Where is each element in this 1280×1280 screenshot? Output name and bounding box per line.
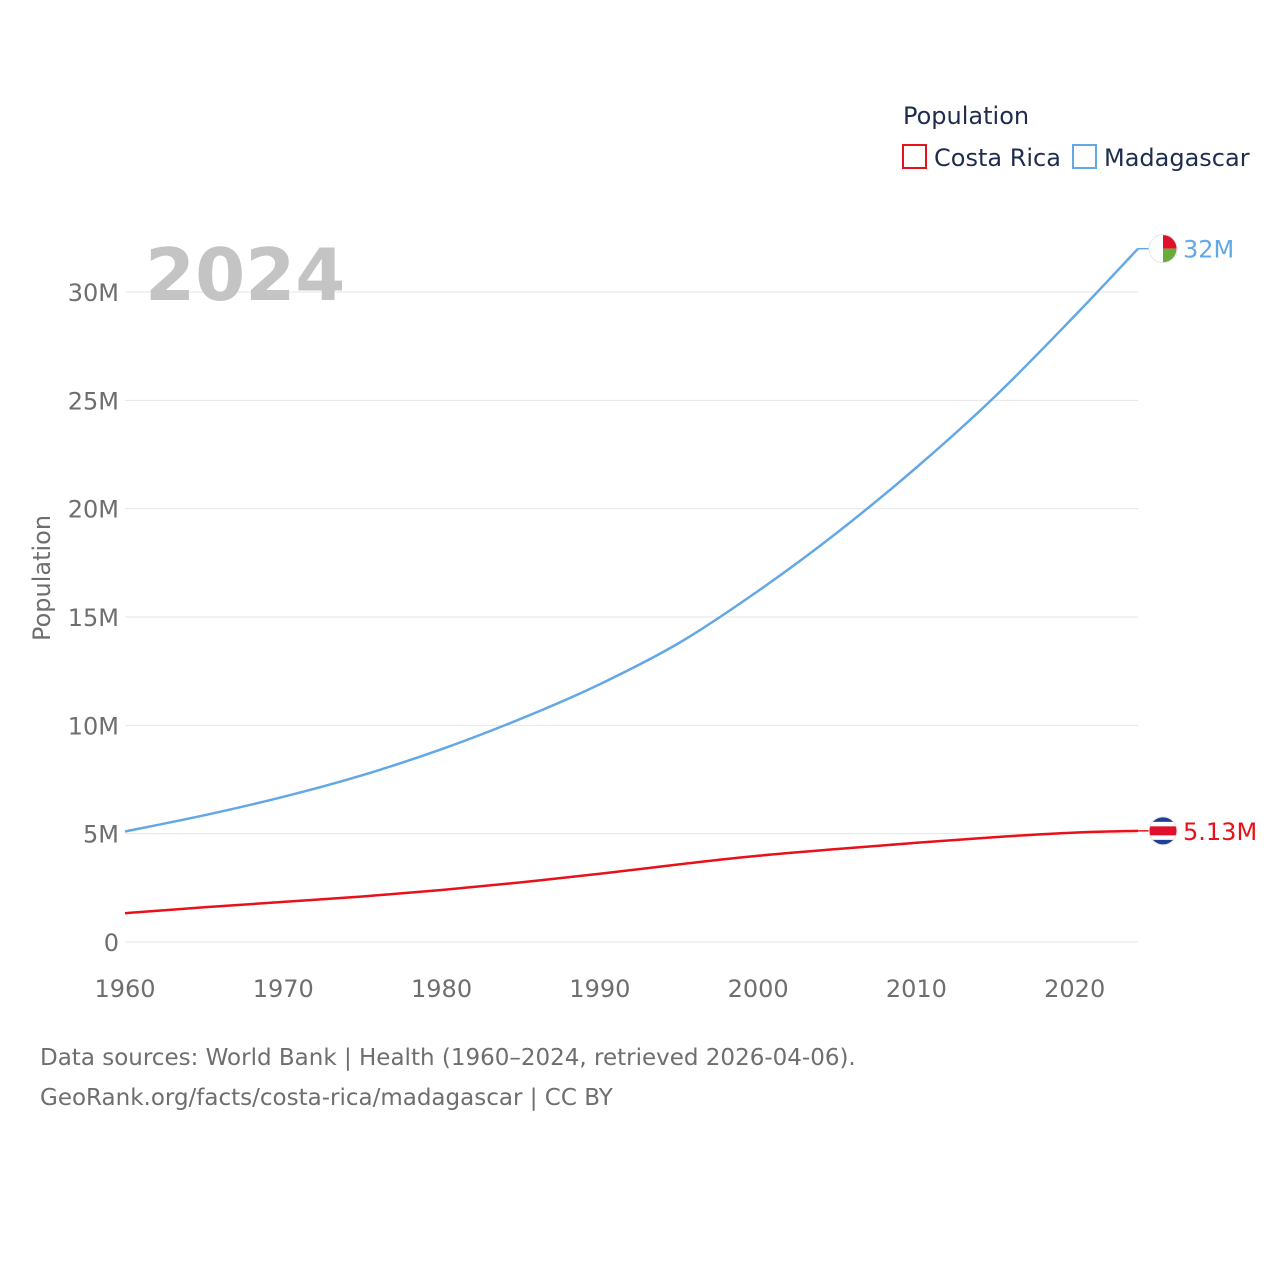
- y-tick-label: 20M: [68, 496, 119, 524]
- x-tick-label: 2020: [1044, 975, 1105, 1003]
- series-line-costa-rica: [124, 829, 1139, 915]
- legend-label-madagascar: Madagascar: [1104, 144, 1250, 172]
- grid-lines: [125, 291, 1138, 943]
- legend-item-costa-rica[interactable]: Costa Rica: [902, 144, 1061, 172]
- y-axis-ticks: 0 5M 10M 15M 20M 25M 30M: [68, 279, 119, 957]
- y-tick-label: 5M: [83, 821, 119, 849]
- legend-title: Population: [903, 102, 1029, 130]
- y-tick-label: 15M: [68, 604, 119, 632]
- legend-swatch-costa-rica: [902, 144, 927, 169]
- end-markers: 5.13M 32M: [1138, 234, 1257, 846]
- x-tick-label: 1990: [569, 975, 630, 1003]
- x-tick-label: 2010: [886, 975, 947, 1003]
- series-line-madagascar: [124, 247, 1139, 833]
- legend-label-costa-rica: Costa Rica: [934, 144, 1061, 172]
- y-axis-title: Population: [28, 515, 56, 641]
- x-tick-label: 2000: [728, 975, 789, 1003]
- end-label-costa-rica: 5.13M: [1183, 818, 1257, 846]
- legend: Population Costa Rica Madagascar: [902, 102, 1250, 172]
- legend-item-madagascar[interactable]: Madagascar: [1072, 144, 1250, 172]
- y-tick-label: 10M: [68, 712, 119, 740]
- series-lines: [124, 247, 1139, 915]
- x-tick-label: 1970: [253, 975, 314, 1003]
- legend-swatch-madagascar: [1072, 144, 1097, 169]
- footer-link[interactable]: GeoRank.org/facts/costa-rica/madagascar …: [40, 1085, 613, 1111]
- y-tick-label: 30M: [68, 279, 119, 307]
- y-tick-label: 0: [104, 929, 119, 957]
- footer-sources: Data sources: World Bank | Health (1960–…: [40, 1045, 856, 1071]
- year-label: 2024: [145, 233, 345, 317]
- x-axis-ticks: 1960 1970 1980 1990 2000 2010 2020: [94, 975, 1105, 1003]
- y-tick-label: 25M: [68, 387, 119, 415]
- costa-rica-flag-icon: [1149, 816, 1177, 845]
- x-tick-label: 1960: [94, 975, 155, 1003]
- end-label-madagascar: 32M: [1183, 236, 1234, 264]
- x-tick-label: 1980: [411, 975, 472, 1003]
